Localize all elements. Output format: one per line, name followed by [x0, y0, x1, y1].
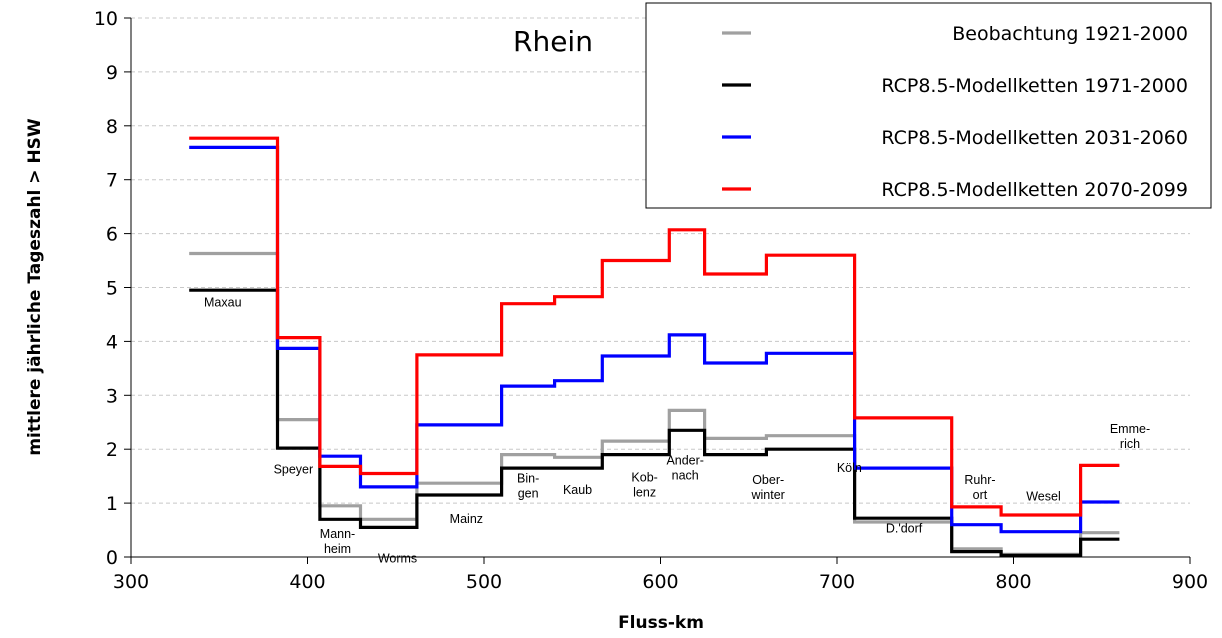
x-tick-label-5: 800: [995, 571, 1031, 593]
station-label-3: Worms: [378, 551, 417, 565]
station-label-11: D.'dorf: [886, 522, 923, 536]
station-label-line: nach: [672, 468, 699, 482]
legend-label-0: Beobachtung 1921-2000: [952, 23, 1188, 45]
station-label-line: winter: [750, 488, 784, 502]
axes: 0 1 2 3 4 5 6 7 8 9 10 300 400 500 600 700 800 900: [94, 8, 1208, 593]
y-tick-label-2: 2: [106, 439, 118, 461]
station-label-6: Kaub: [563, 483, 592, 497]
station-label-line: Worms: [378, 551, 417, 565]
station-label-line: lenz: [633, 486, 656, 500]
station-label-4: Mainz: [450, 512, 483, 526]
series-line-1: [189, 288, 1120, 557]
station-label-line: rich: [1120, 437, 1140, 451]
station-label-line: Mann-: [320, 527, 355, 541]
legend-box: [645, 2, 1212, 209]
series-line-2: [189, 145, 1120, 534]
station-label-line: Speyer: [274, 462, 314, 476]
station-label-1: Speyer: [274, 462, 314, 476]
series-line-3: [189, 136, 1120, 517]
station-label-line: Wesel: [1026, 489, 1061, 503]
station-labels: Maxau Speyer Mann-heim Worms Mainz Bin-gen Kau…: [204, 295, 1150, 565]
station-label-line: Kob-: [631, 471, 657, 485]
station-label-line: Ruhr-: [964, 473, 995, 487]
y-axis-title: mittlere jährliche Tageszahl > HSW: [25, 118, 45, 456]
legend-label-2: RCP8.5-Modellketten 2031-2060: [881, 127, 1188, 149]
y-tick-label-1: 1: [106, 493, 118, 515]
y-tick-label-3: 3: [106, 385, 118, 407]
y-tick-label-10: 10: [94, 8, 118, 30]
station-label-13: Wesel: [1026, 489, 1061, 503]
chart-title: Rhein: [513, 25, 593, 58]
x-axis-title: Fluss-km: [618, 613, 704, 633]
station-label-0: Maxau: [204, 295, 242, 309]
series-lines: [189, 136, 1120, 557]
station-label-12: Ruhr-ort: [964, 473, 995, 502]
x-tick-label-1: 400: [289, 571, 325, 593]
legend: Beobachtung 1921-2000 RCP8.5-Modellketten…: [645, 2, 1212, 209]
station-label-2: Mann-heim: [320, 527, 355, 556]
station-label-line: D.'dorf: [886, 522, 923, 536]
legend-label-3: RCP8.5-Modellketten 2070-2099: [881, 179, 1188, 201]
station-label-line: Kaub: [563, 483, 592, 497]
y-tick-label-7: 7: [106, 170, 118, 192]
station-label-line: heim: [324, 542, 351, 556]
station-label-line: Bin-: [517, 472, 539, 486]
station-label-line: Emme-: [1110, 422, 1150, 436]
y-tick-label-5: 5: [106, 278, 118, 300]
legend-label-1: RCP8.5-Modellketten 1971-2000: [881, 75, 1188, 97]
y-tick-label-0: 0: [106, 547, 118, 569]
x-tick-label-4: 700: [819, 571, 855, 593]
station-label-line: gen: [518, 487, 539, 501]
y-tick-label-4: 4: [106, 331, 118, 353]
station-label-line: Köln: [837, 461, 862, 475]
station-label-5: Bin-gen: [517, 472, 539, 501]
station-label-line: Maxau: [204, 295, 242, 309]
station-label-line: Ander-: [666, 453, 704, 467]
station-label-line: Mainz: [450, 512, 483, 526]
x-tick-label-0: 300: [113, 571, 149, 593]
series-line-0: [189, 251, 1120, 556]
station-label-8: Ander-nach: [666, 453, 704, 482]
station-label-7: Kob-lenz: [631, 471, 657, 500]
x-tick-label-2: 500: [466, 571, 502, 593]
y-tick-label-6: 6: [106, 224, 118, 246]
y-tick-label-8: 8: [106, 116, 118, 138]
x-tick-label-6: 900: [1172, 571, 1208, 593]
station-label-line: Ober-: [752, 473, 784, 487]
x-tick-label-3: 600: [642, 571, 678, 593]
station-label-10: Köln: [837, 461, 862, 475]
station-label-9: Ober-winter: [750, 473, 784, 502]
station-label-14: Emme-rich: [1110, 422, 1150, 451]
station-label-line: ort: [973, 488, 988, 502]
y-tick-label-9: 9: [106, 62, 118, 84]
